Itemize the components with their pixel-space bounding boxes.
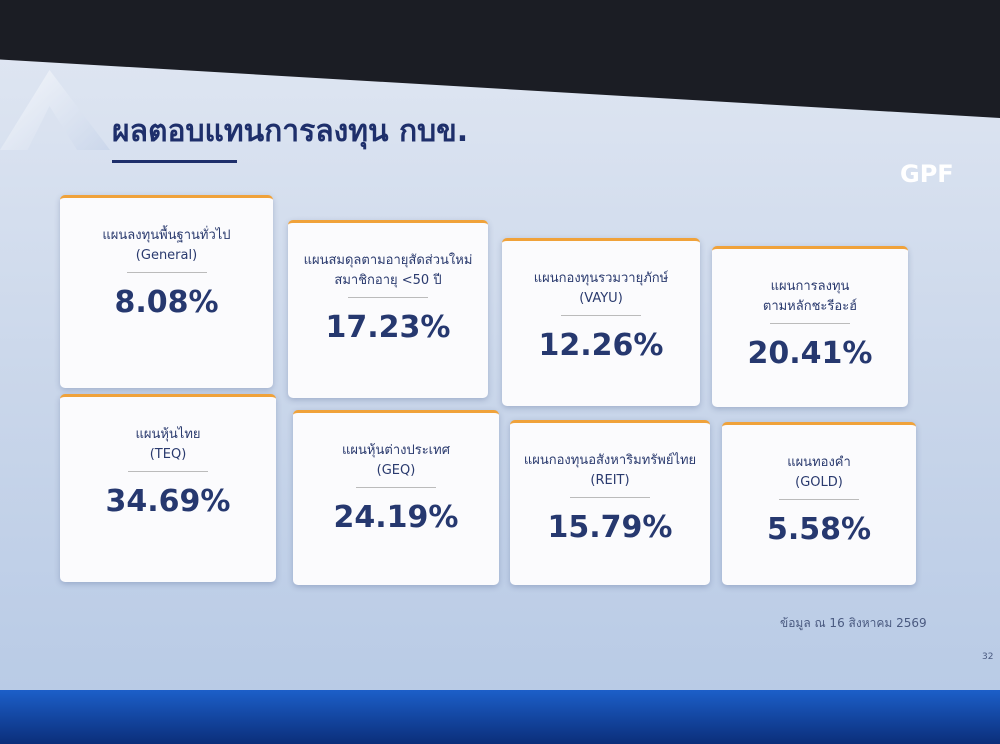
card-body: แผนหุ้นไทย (TEQ) 34.69%	[60, 397, 276, 519]
card-label: แผนลงทุนพื้นฐานทั่วไป	[102, 228, 231, 243]
card-label: (TEQ)	[149, 447, 187, 462]
result-card: แผนการลงทุนตามหลักชะรีอะฮ์ 20.41%	[712, 246, 908, 407]
title-underline	[112, 160, 237, 163]
card-body: แผนลงทุนพื้นฐานทั่วไป (General) 8.08%	[60, 198, 273, 320]
result-card: แผนลงทุนพื้นฐานทั่วไป (General) 8.08%	[60, 195, 273, 388]
card-separator	[779, 499, 859, 500]
card-label: (VAYU)	[579, 291, 623, 306]
card-label: แผนกองทุนอสังหาริมทรัพย์ไทย	[523, 453, 697, 468]
card-value: 17.23%	[325, 310, 451, 345]
card-value: 5.58%	[766, 512, 872, 547]
result-card: แผนหุ้นต่างประเทศ (GEQ) 24.19%	[293, 410, 499, 585]
card-value: 24.19%	[333, 500, 459, 535]
result-card: แผนกองทุนอสังหาริมทรัพย์ไทย (REIT) 15.79%	[510, 420, 710, 585]
card-value: 12.26%	[538, 328, 664, 363]
card-separator	[561, 315, 641, 316]
card-label: แผนการลงทุน	[770, 279, 850, 294]
card-separator	[770, 323, 850, 324]
card-label: แผนทองคำ	[787, 455, 851, 470]
stage-bottom	[0, 690, 1000, 744]
page-number: 32	[982, 652, 994, 662]
logo: GPF	[900, 160, 954, 188]
card-label: สมาชิกอายุ <50 ปี	[334, 273, 442, 288]
card-value: 15.79%	[547, 510, 673, 545]
card-body: แผนหุ้นต่างประเทศ (GEQ) 24.19%	[293, 413, 499, 535]
card-body: แผนการลงทุนตามหลักชะรีอะฮ์ 20.41%	[712, 249, 908, 371]
card-label: ตามหลักชะรีอะฮ์	[762, 299, 858, 314]
card-label: แผนหุ้นไทย	[135, 427, 201, 442]
card-body: แผนทองคำ (GOLD) 5.58%	[722, 425, 916, 547]
card-label: แผนหุ้นต่างประเทศ	[342, 443, 450, 458]
card-separator	[348, 297, 428, 298]
card-body: แผนกองทุนอสังหาริมทรัพย์ไทย (REIT) 15.79%	[510, 423, 710, 545]
card-label: แผนสมดุลตามอายุสัดส่วนใหม่	[303, 253, 473, 268]
result-card: แผนกองทุนรวมวายุภักษ์ (VAYU) 12.26%	[502, 238, 700, 406]
card-value: 8.08%	[114, 285, 219, 320]
card-separator	[570, 497, 650, 498]
slide-title: ผลตอบแทนการลงทุน กบข.	[112, 114, 469, 149]
result-card: แผนสมดุลตามอายุสัดส่วนใหม่สมาชิกอายุ <50…	[288, 220, 488, 398]
card-label: (General)	[135, 248, 198, 263]
card-separator	[356, 487, 436, 488]
card-label: (REIT)	[590, 473, 630, 488]
card-body: แผนกองทุนรวมวายุภักษ์ (VAYU) 12.26%	[502, 241, 700, 363]
footnote: ข้อมูล ณ 16 สิงหาคม 2569	[780, 616, 927, 630]
card-body: แผนสมดุลตามอายุสัดส่วนใหม่สมาชิกอายุ <50…	[288, 223, 488, 345]
card-value: 34.69%	[105, 484, 231, 519]
card-value: 20.41%	[747, 336, 873, 371]
card-label: (GEQ)	[376, 463, 416, 478]
result-card: แผนทองคำ (GOLD) 5.58%	[722, 422, 916, 585]
card-separator	[128, 471, 208, 472]
result-card: แผนหุ้นไทย (TEQ) 34.69%	[60, 394, 276, 582]
card-label: (GOLD)	[795, 475, 843, 490]
card-label: แผนกองทุนรวมวายุภักษ์	[533, 271, 669, 286]
card-separator	[126, 272, 207, 273]
